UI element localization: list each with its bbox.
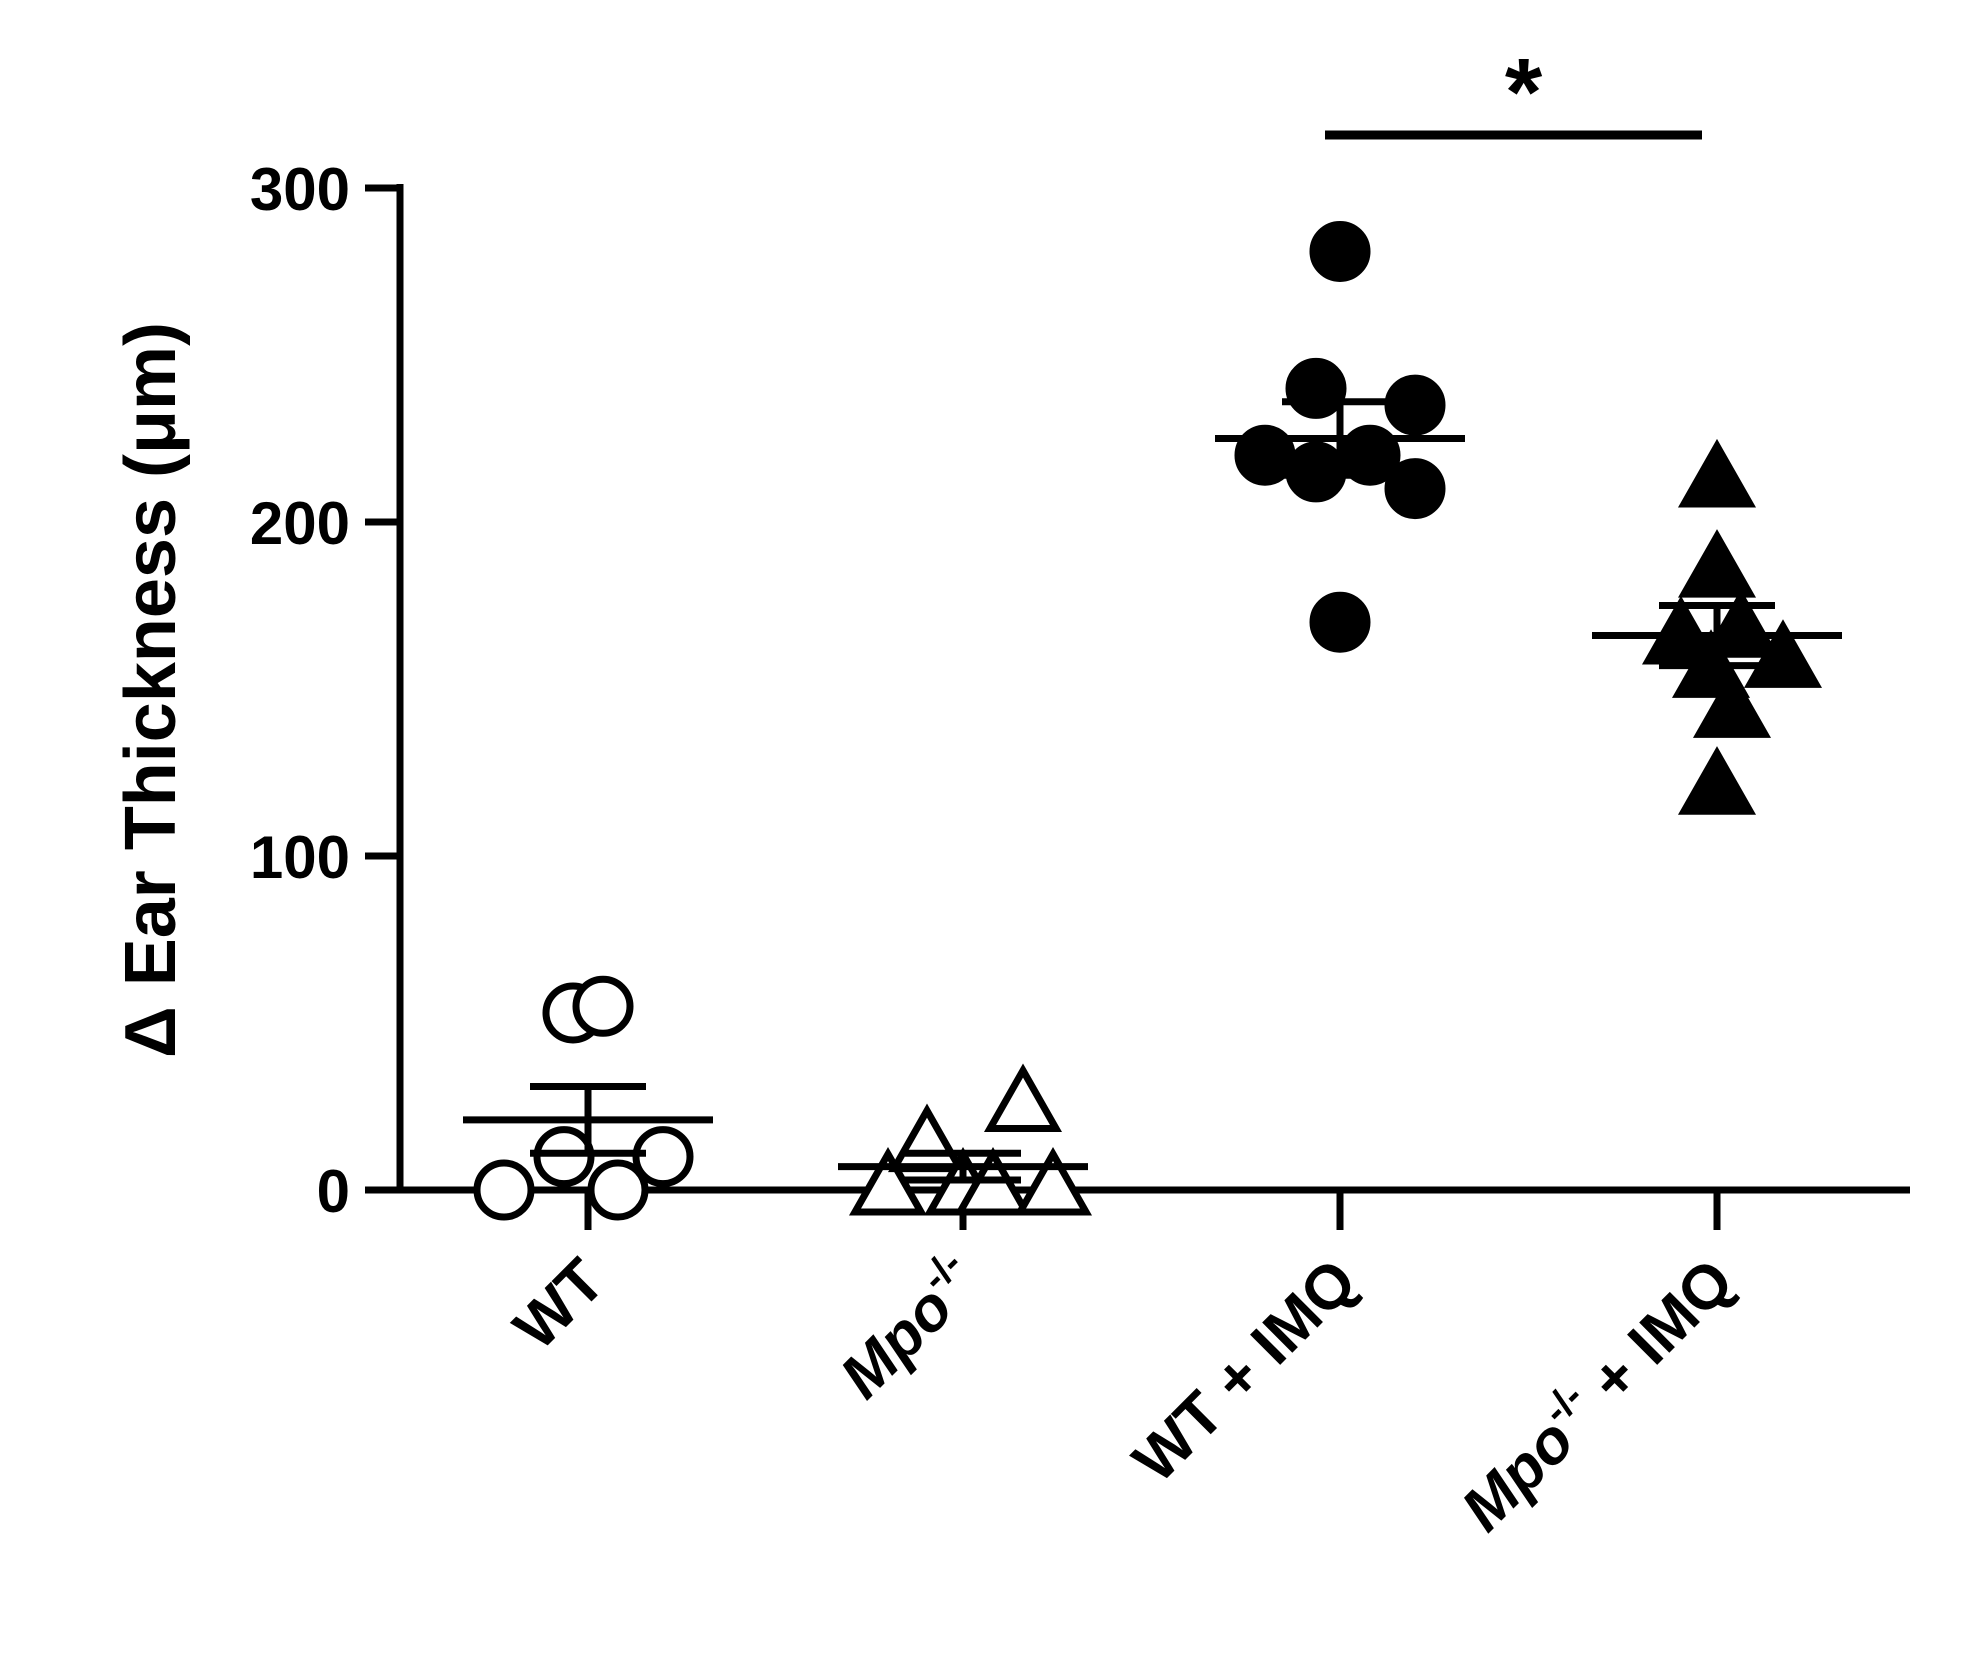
- data-point: [1677, 438, 1757, 508]
- data-point: [1692, 669, 1772, 738]
- data-point: [1285, 357, 1347, 419]
- data-point: [1677, 746, 1757, 815]
- category-label: Mpo-/- + IMQ: [1444, 1242, 1747, 1545]
- data-point: [1701, 589, 1781, 658]
- y-tick-label: 0: [317, 1158, 350, 1225]
- data-point: [1384, 458, 1446, 520]
- data-point: [473, 1159, 535, 1221]
- data-point: [587, 1159, 649, 1221]
- error-bars: [463, 398, 1842, 1184]
- data-point: [1641, 595, 1721, 665]
- y-tick-label: 200: [250, 490, 350, 557]
- category-labels: WT Mpo-/- WT + IMQ Mpo-/- + IMQ: [501, 1242, 1747, 1545]
- data-point: [1309, 591, 1371, 653]
- data-points: [473, 220, 1823, 1221]
- category-label: WT + IMQ: [1120, 1246, 1370, 1496]
- y-axis-label: Δ Ear Thickness (μm): [111, 322, 191, 1058]
- data-point: [1309, 220, 1371, 282]
- data-point: [887, 1103, 967, 1173]
- y-tick-label: 300: [250, 156, 350, 223]
- category-label: WT: [501, 1246, 618, 1363]
- data-point: [848, 1146, 928, 1216]
- y-ticks: 0 100 200 300: [250, 156, 1721, 1230]
- data-point: [1677, 529, 1757, 598]
- data-point: [983, 1063, 1063, 1133]
- data-point: [572, 975, 634, 1037]
- category-label: Mpo-/-: [823, 1242, 993, 1412]
- y-tick-label: 100: [250, 824, 350, 891]
- significance-star: *: [1505, 39, 1543, 146]
- data-point: [1013, 1146, 1093, 1216]
- significance-annotation: *: [1325, 39, 1702, 146]
- data-point: [1743, 619, 1823, 688]
